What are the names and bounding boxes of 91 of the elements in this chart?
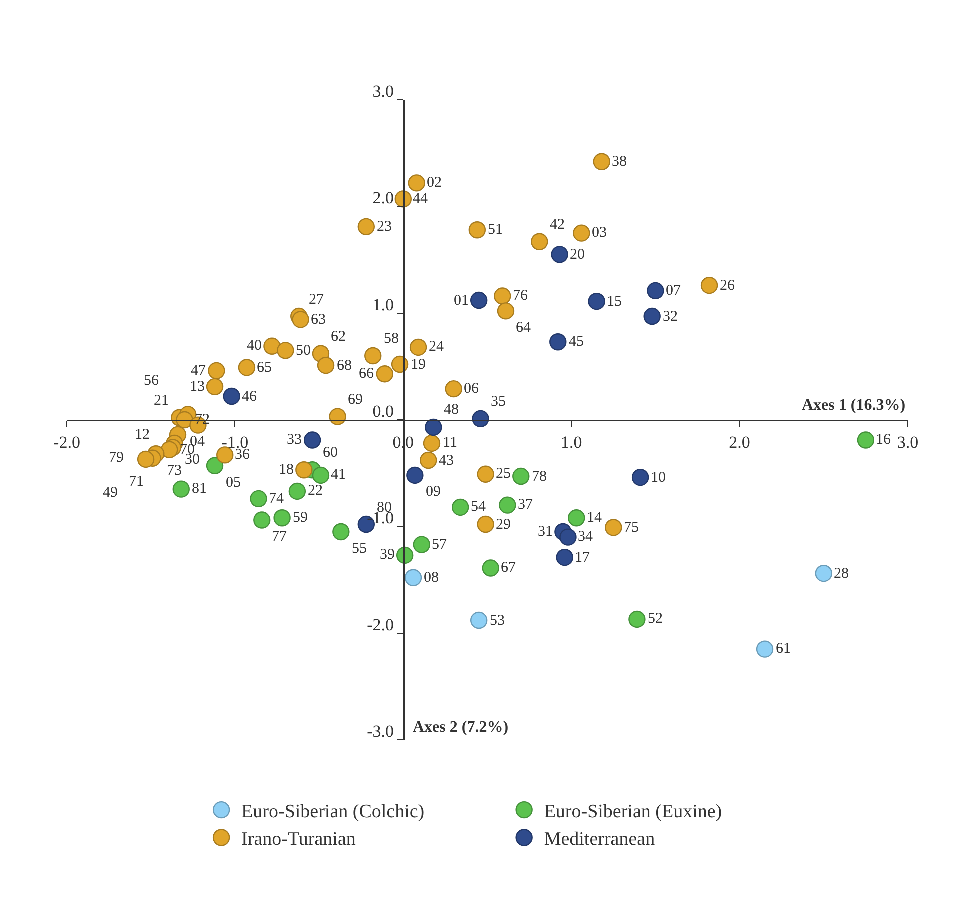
annotation: 03 — [592, 225, 607, 241]
annotation: 46 — [242, 389, 258, 405]
annotation: 41 — [331, 467, 346, 483]
annotation: 66 — [359, 366, 374, 382]
annotation: 49 — [103, 485, 118, 501]
annotation: 07 — [666, 283, 682, 299]
x-tick-label: 3.0 — [897, 432, 919, 452]
annotation: 52 — [648, 611, 663, 627]
annotation: 50 — [296, 343, 311, 359]
annotation: 62 — [331, 329, 346, 345]
annotation: 61 — [776, 641, 791, 657]
annotation: 08 — [424, 570, 439, 586]
annotation: 40 — [247, 338, 262, 354]
legend-label: Irano-Turanian — [242, 829, 356, 850]
annotation: 58 — [384, 331, 399, 347]
annotation: 54 — [471, 499, 486, 515]
annotation: 18 — [279, 462, 294, 478]
annotation: 74 — [269, 491, 284, 507]
annotation: 39 — [380, 547, 395, 563]
y-tick-label: 3.0 — [372, 82, 394, 101]
annotation: 67 — [501, 560, 516, 576]
annotation: 65 — [257, 360, 272, 376]
annotation: 78 — [532, 469, 547, 485]
annotation: 34 — [578, 529, 594, 545]
annotation: 20 — [570, 247, 585, 263]
annotation: 69 — [348, 392, 363, 408]
annotation: 11 — [443, 435, 458, 451]
annotation: 15 — [607, 294, 622, 310]
annotation: 56 — [144, 373, 160, 389]
annotation: 09 — [426, 484, 441, 500]
annotation: 45 — [569, 334, 584, 350]
annotation: 64 — [516, 320, 532, 336]
annotation: 68 — [337, 358, 352, 374]
y-tick-label: 0.0 — [372, 402, 394, 421]
annotation: 44 — [413, 191, 428, 207]
annotation: 37 — [518, 497, 534, 513]
annotation: 53 — [490, 613, 505, 629]
annotation: 24 — [429, 339, 444, 355]
annotation: 33 — [287, 432, 302, 448]
y-tick-label: 1.0 — [372, 295, 394, 314]
annotation: 17 — [575, 550, 590, 566]
y-tick-label: -2.0 — [367, 615, 394, 634]
x-tick-label: -2.0 — [54, 432, 80, 452]
y-tick-label: 2.0 — [372, 188, 394, 208]
x-axis-title: Axes 1 (16.3%) — [802, 397, 906, 414]
annotation: 14 — [587, 510, 602, 526]
y-axis-title: Axes 2 (7.2%) — [413, 719, 509, 736]
legend-label: Euro-Siberian (Euxine) — [544, 801, 722, 822]
annotation: 01 — [454, 293, 469, 309]
annotation: 06 — [464, 381, 480, 397]
annotation: 05 — [226, 475, 241, 491]
y-tick-label: -3.0 — [367, 722, 394, 741]
annotation: 22 — [308, 483, 323, 499]
annotation: 13 — [190, 379, 205, 395]
legend-label: Mediterranean — [544, 829, 656, 850]
annotation: 02 — [427, 175, 442, 191]
annotation: 81 — [192, 481, 207, 497]
annotation: 76 — [513, 288, 528, 304]
annotation: 25 — [496, 466, 511, 482]
annotation: 57 — [432, 537, 448, 553]
annotation: 19 — [411, 357, 426, 373]
annotation: 75 — [624, 520, 639, 536]
annotation: 29 — [496, 517, 511, 533]
annotation: 35 — [491, 394, 506, 410]
annotation: 28 — [834, 566, 849, 582]
annotation: 42 — [550, 217, 565, 233]
annotation: 31 — [538, 524, 553, 540]
legend-label: Euro-Siberian (Colchic) — [242, 801, 425, 822]
annotation: 47 — [191, 363, 206, 379]
annotation: 60 — [323, 445, 338, 461]
annotation: 63 — [311, 312, 326, 328]
annotation: 79 — [109, 450, 124, 466]
annotation: 10 — [651, 470, 666, 486]
annotation: 77 — [272, 529, 288, 545]
annotation: 27 — [309, 292, 324, 308]
annotation: 21 — [154, 393, 169, 409]
annotation: 32 — [663, 309, 678, 325]
annotation: 23 — [377, 219, 392, 235]
annotation: 43 — [439, 453, 454, 469]
x-tick-label: 2.0 — [729, 432, 750, 452]
annotation: 59 — [293, 510, 308, 526]
annotation: 38 — [612, 154, 627, 170]
annotation: 48 — [444, 402, 459, 418]
annotation: 71 — [129, 474, 144, 490]
annotation: 55 — [352, 541, 367, 557]
annotation: 16 — [876, 432, 892, 448]
annotation: 26 — [720, 278, 736, 294]
x-tick-label: 1.0 — [560, 432, 582, 452]
annotation: 12 — [135, 427, 150, 443]
annotation: 73 — [167, 463, 182, 479]
annotation: 51 — [488, 222, 503, 238]
